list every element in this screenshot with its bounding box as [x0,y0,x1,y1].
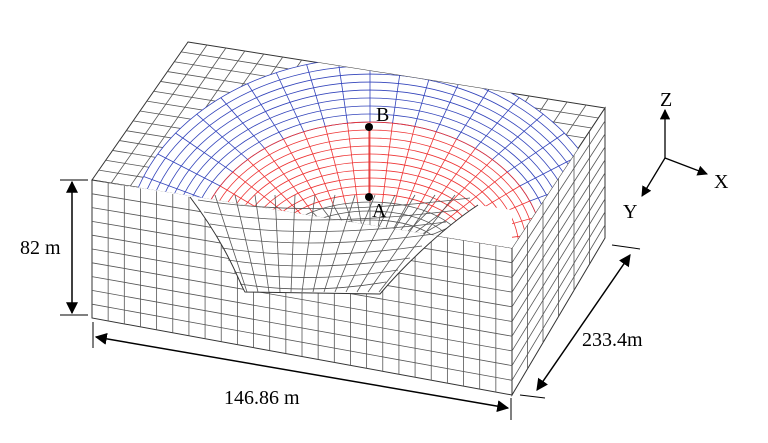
height-label: 82 m [20,237,61,259]
pit-line [227,257,411,267]
crater-radial [417,138,457,209]
crater-radial [306,64,326,127]
pit-line [233,269,399,278]
x-label: X [714,171,729,193]
tick [519,394,546,399]
crater-radial [247,83,284,140]
mesh-line [511,159,606,308]
depth-label: 233.4m [582,329,643,351]
crater-radial [445,171,508,222]
crater-radial [275,72,305,132]
mesh-line [91,262,513,337]
y-axis [641,157,666,197]
crater-radial [507,132,565,173]
crater-radial [247,159,304,217]
crater-radial [456,83,493,140]
pit-line [209,221,447,232]
mesh-line [511,172,606,322]
z-label: Z [660,89,672,111]
depth-arrow [536,254,631,391]
pit-line [367,194,436,293]
point-b-label: B [376,104,389,126]
crater-radial [394,126,416,204]
crater-radial [196,113,248,160]
pit-line [345,194,396,293]
crater-radial [405,131,437,206]
y-label: Y [623,201,637,223]
crater-radial [324,126,346,204]
pit-edge [189,196,479,295]
width-label: 146.86 m [224,387,300,409]
mesh-line [511,120,606,263]
point-a-label: A [372,200,387,222]
pit-line [234,194,259,293]
pit-line [215,233,435,244]
crater-radial [157,153,221,187]
point-a [365,193,373,201]
width-arrow [94,332,510,413]
crater-radial [143,176,211,202]
x-axis [664,157,708,176]
pit-line [274,194,281,293]
crater-radial [492,113,544,160]
crater-radial [337,59,348,124]
crater-radial [264,148,313,213]
crater-radial [303,131,335,206]
pit-line [312,194,336,293]
crater-radial [427,148,476,213]
crater-radial [220,97,265,149]
pit-line [221,245,423,255]
crater-radial [475,97,520,149]
tick [611,244,641,250]
point-b [365,123,373,131]
pit-cut [92,180,512,294]
axis-triad: Z X Y [623,89,729,223]
crater-area [125,58,605,248]
pit-line [301,194,316,293]
pit-line [254,194,270,293]
crater-radial [175,132,233,173]
pit-line [378,194,456,293]
crater-radial [347,123,358,203]
pit-line [290,194,296,293]
pit-line [323,194,356,293]
pit-line [334,194,376,293]
pit-line [214,194,248,293]
crater-radial [283,138,323,209]
pit-front [92,180,512,295]
mesh-line [511,133,606,278]
pit-line [356,194,416,293]
crater-radial [382,123,393,203]
mesh-line [511,146,606,293]
